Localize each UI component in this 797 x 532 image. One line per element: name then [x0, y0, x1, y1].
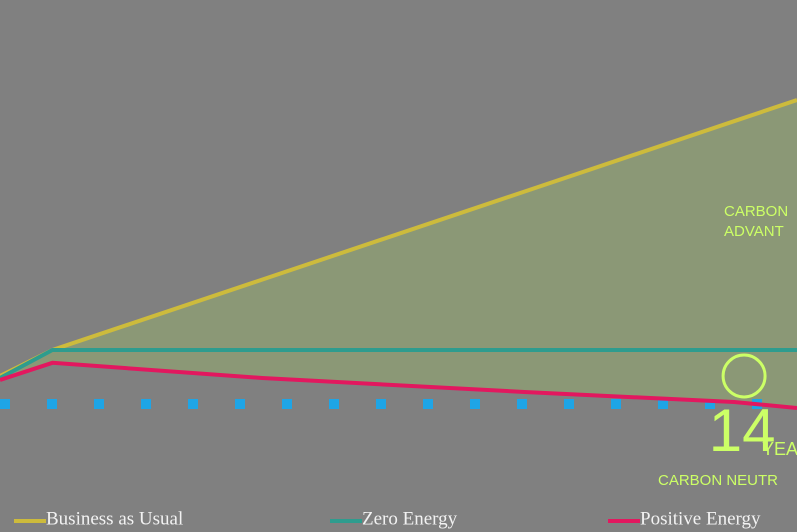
annotation: ADVANT	[724, 223, 784, 240]
annotation: CARBON NEUTR	[658, 472, 778, 489]
baseline-dot	[611, 399, 621, 409]
legend-label: Business as Usual	[46, 508, 183, 529]
baseline-dot	[47, 399, 57, 409]
legend-label: Positive Energy	[640, 508, 761, 529]
baseline-dot	[235, 399, 245, 409]
baseline-dot	[658, 399, 668, 409]
baseline-dot	[329, 399, 339, 409]
series-line	[0, 348, 797, 380]
series-line	[0, 360, 797, 410]
crossover-marker	[721, 353, 767, 399]
baseline-dot	[517, 399, 527, 409]
baseline-dot	[423, 399, 433, 409]
baseline-dot	[705, 399, 715, 409]
baseline-dot	[141, 399, 151, 409]
baseline-dot	[282, 399, 292, 409]
annotation: YEA	[762, 439, 797, 459]
baseline-dot	[188, 399, 198, 409]
baseline-dot	[470, 399, 480, 409]
annotation: CARBON	[724, 203, 788, 220]
baseline-dot	[94, 399, 104, 409]
baseline-dot	[376, 399, 386, 409]
legend-label: Zero Energy	[362, 508, 458, 529]
advantage-area	[0, 100, 797, 408]
baseline-dot	[0, 399, 10, 409]
annotation-number: 14	[709, 397, 776, 464]
baseline-dot	[564, 399, 574, 409]
